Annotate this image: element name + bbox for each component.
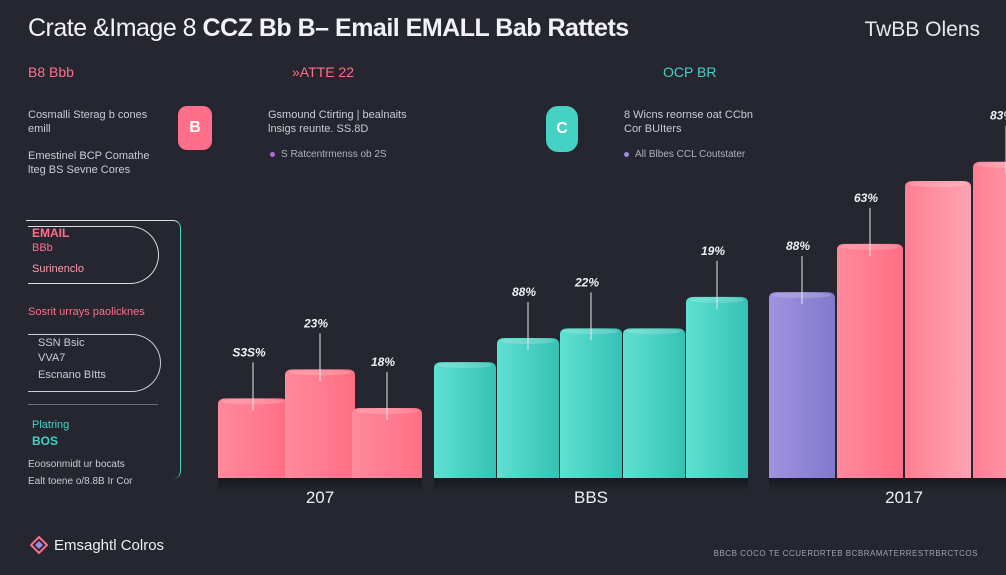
bar-value-label: 88% bbox=[512, 285, 536, 299]
side-box2-sub: Escnano BItts bbox=[38, 369, 106, 381]
bar-top-highlight bbox=[438, 362, 492, 369]
side-box2-line1: SSN Bsic bbox=[38, 337, 85, 349]
bar-value-label: 22% bbox=[574, 275, 599, 289]
section-label-2: »ATTE 22 bbox=[292, 64, 354, 80]
legend-mid: Gsmound Ctirting | bealnaits lnsigs reun… bbox=[268, 109, 407, 135]
side-low-sub2: Ealt toene o/8.8B Ir Cor bbox=[28, 476, 133, 487]
bar-value-label: 19% bbox=[701, 244, 725, 258]
bar-g1-2 bbox=[285, 369, 355, 478]
legend-mid-dot-icon bbox=[270, 151, 275, 157]
diamond-logo-icon bbox=[30, 536, 48, 554]
bar-g2-5 bbox=[686, 296, 748, 478]
brand-name: TwBB Olens bbox=[864, 18, 980, 41]
bar-g1-3 bbox=[352, 407, 422, 478]
bar-top-highlight bbox=[627, 328, 681, 335]
side-box1-sub: Surinenclo bbox=[32, 263, 84, 275]
bar-g3-4 bbox=[973, 161, 1006, 478]
side-low-value: BOS bbox=[32, 434, 59, 448]
bar-shadow bbox=[434, 478, 748, 492]
group-label-1: 207 bbox=[306, 488, 334, 507]
side-box1-title: EMAIL bbox=[32, 226, 70, 240]
legend-left-top: Cosmalli Sterag b cones emill bbox=[28, 109, 148, 135]
side-box2-line2: VVA7 bbox=[38, 352, 66, 364]
bar-g2-1 bbox=[434, 362, 496, 478]
title-light: Crate &Image 8 bbox=[28, 14, 203, 42]
side-box1-value: BBb bbox=[32, 242, 53, 254]
bar-value-label: 18% bbox=[371, 355, 395, 369]
group-label-3: 2017 bbox=[885, 488, 923, 507]
footer-brand: Emsaghtl Colros bbox=[30, 536, 164, 554]
legend-right: 8 Wicns reornse oat CCbn Cor BUIters bbox=[624, 109, 753, 135]
bar-shadow bbox=[218, 478, 422, 492]
teal-badge-icon: C bbox=[546, 106, 578, 152]
bar-top-highlight bbox=[977, 161, 1006, 168]
chart-title: Crate &Image 8 CCZ Bb B– Email EMALL Bab… bbox=[28, 14, 629, 43]
section-label-1: B8 Bbb bbox=[28, 64, 74, 80]
bar-value-label: 83% bbox=[990, 109, 1006, 123]
legend-left-bottom: Emestinel BCP Comathe lteg BS Sevne Core… bbox=[28, 150, 150, 176]
bar-value-label: 88% bbox=[786, 239, 810, 253]
section-label-3: OCP BR bbox=[663, 64, 717, 80]
legend-mid-dot-item: S Ratcentrmenss ob 2S bbox=[270, 149, 387, 160]
bar-g3-2 bbox=[837, 243, 903, 478]
bar-value-label: S3S% bbox=[232, 345, 266, 359]
bar-value-label: 23% bbox=[303, 316, 328, 330]
side-box-1 bbox=[28, 226, 159, 284]
side-mid-text: Sosrit urrays paolicknes bbox=[28, 306, 145, 318]
side-low-sub: Eoosonmidt ur bocats bbox=[28, 459, 125, 470]
side-divider bbox=[28, 404, 158, 405]
bar-shadow bbox=[769, 478, 1006, 492]
pink-badge-icon: B bbox=[178, 106, 212, 150]
side-panel-frame bbox=[26, 220, 181, 479]
bar-g3-1 bbox=[769, 292, 835, 478]
bar-g2-4 bbox=[623, 328, 685, 478]
side-low-text: Platring bbox=[32, 419, 70, 431]
legend-right-dot-item: All Blbes CCL Coutstater bbox=[624, 149, 745, 160]
title-bold: CCZ Bb B– Email EMALL Bab Rattets bbox=[202, 14, 630, 42]
bar-g2-3 bbox=[560, 328, 622, 478]
group-label-2: BBS bbox=[574, 488, 608, 507]
side-box-2 bbox=[28, 334, 161, 392]
bar-top-highlight bbox=[909, 181, 967, 188]
footer-right-text: BBCB COCO TE CCUERDRTEB BCBRAMATERRESTRB… bbox=[713, 549, 978, 558]
bar-g3-3 bbox=[905, 181, 971, 479]
legend-right-dot-icon bbox=[624, 151, 629, 157]
bar-g1-1 bbox=[218, 398, 288, 478]
bar-value-label: 63% bbox=[854, 191, 878, 205]
bar-g2-2 bbox=[497, 337, 559, 478]
